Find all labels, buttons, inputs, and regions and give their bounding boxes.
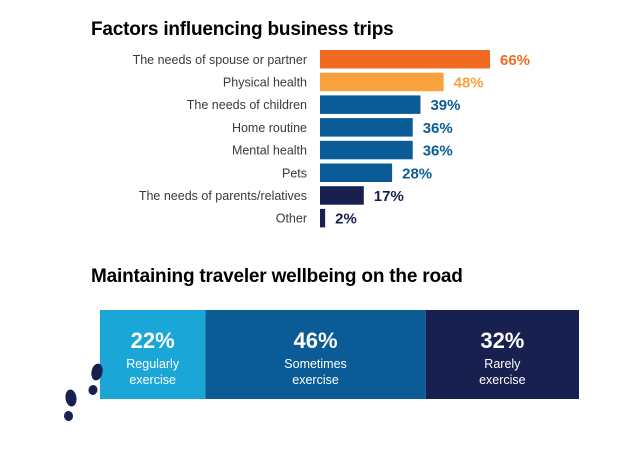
- factors-bar-chart: The needs of spouse or partner 66% Physica…: [133, 50, 530, 228]
- bar-value-label: 36%: [423, 120, 453, 137]
- segment-label: Regularly: [126, 357, 180, 371]
- bar: [320, 186, 364, 205]
- bar-value-label: 36%: [423, 143, 453, 160]
- segment-label: Sometimes: [284, 357, 347, 371]
- footprints-icon: [63, 363, 103, 421]
- bar-chart-title: Factors influencing business trips: [91, 19, 394, 40]
- bar: [320, 163, 393, 182]
- segment-value-label: 46%: [294, 328, 338, 353]
- segment-label: exercise: [292, 373, 339, 387]
- bar: [320, 118, 413, 137]
- stacked-segment: [205, 310, 426, 399]
- bar-value-label: 17%: [374, 188, 404, 205]
- segment-label: exercise: [479, 373, 526, 387]
- bar-value-label: 2%: [335, 211, 357, 228]
- left-footprint: [63, 389, 77, 421]
- category-label: Mental health: [232, 144, 307, 158]
- bar: [320, 95, 421, 114]
- segment-label: Rarely: [484, 357, 521, 371]
- segment-value-label: 22%: [131, 328, 175, 353]
- bar: [320, 72, 444, 92]
- bar: [320, 208, 326, 228]
- stacked-chart-title: Maintaining traveler wellbeing on the ro…: [91, 266, 463, 287]
- stacked-segment: [425, 310, 579, 399]
- category-label: Pets: [282, 166, 307, 180]
- stacked-segment: [100, 310, 206, 399]
- segment-label: exercise: [129, 373, 176, 387]
- segment-value-label: 32%: [480, 328, 524, 353]
- wellbeing-stacked-bar: 22% Regularly exercise 46% Sometimes exercise…: [100, 310, 579, 399]
- bar: [320, 140, 413, 160]
- category-label: The needs of children: [187, 98, 307, 112]
- right-footprint: [88, 363, 103, 395]
- bar-value-label: 39%: [430, 97, 460, 114]
- category-label: The needs of spouse or partner: [133, 53, 307, 67]
- bar-value-label: 48%: [454, 74, 484, 91]
- category-label: Physical health: [223, 75, 307, 89]
- category-label: The needs of parents/relatives: [139, 189, 307, 203]
- bar-value-label: 28%: [402, 165, 432, 182]
- category-label: Home routine: [232, 121, 307, 135]
- bar: [320, 50, 490, 69]
- bar-value-label: 66%: [500, 52, 530, 69]
- category-label: Other: [276, 212, 307, 226]
